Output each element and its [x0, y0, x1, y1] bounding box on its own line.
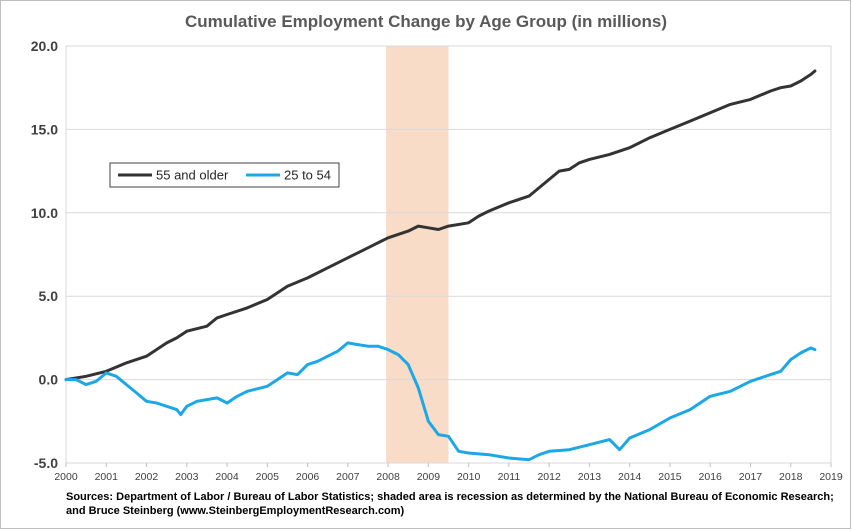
- y-tick-label: 0.0: [39, 372, 59, 388]
- x-tick-label: 2015: [658, 471, 682, 483]
- series-line-55-and-older: [64, 69, 817, 382]
- x-tick-label: 2011: [498, 471, 521, 483]
- gridlines: [66, 45, 831, 381]
- x-tick-label: 2014: [618, 471, 642, 483]
- source-footnote: Sources: Department of Labor / Bureau of…: [66, 490, 846, 518]
- x-tick-label: 2007: [336, 471, 360, 483]
- x-tick-label: 2017: [739, 471, 763, 483]
- x-tick-label: 2003: [175, 471, 199, 483]
- footnote-line-1: Sources: Department of Labor / Bureau of…: [66, 491, 834, 503]
- y-tick-label: -5.0: [34, 455, 58, 471]
- x-tick-label: 2001: [95, 471, 119, 483]
- y-tick-label: 20.0: [31, 38, 58, 54]
- recession-shading-layer: [386, 46, 449, 463]
- x-tick-label: 2019: [819, 471, 843, 483]
- x-tick-label: 2016: [699, 471, 723, 483]
- x-tick-label: 2012: [537, 471, 561, 483]
- x-tick-label: 2013: [578, 471, 602, 483]
- y-tick-label: 10.0: [31, 205, 58, 221]
- legend-label-25-to-54: 25 to 54: [284, 168, 331, 183]
- x-tick-label: 2009: [417, 471, 441, 483]
- x-tick-label: 2010: [457, 471, 481, 483]
- x-tick-label: 2005: [256, 471, 280, 483]
- x-tick-label: 2006: [296, 471, 320, 483]
- x-tick-label: 2000: [54, 471, 78, 483]
- recession-shading: [386, 46, 449, 463]
- chart-title: Cumulative Employment Change by Age Grou…: [185, 12, 667, 31]
- x-tick-label: 2008: [376, 471, 400, 483]
- legend-label-55-and-older: 55 and older: [156, 168, 229, 183]
- series-line-25-to-54: [64, 341, 817, 462]
- legend: 55 and older 25 to 54: [109, 162, 340, 188]
- footnote-line-2: and Bruce Steinberg (www.SteinbergEmploy…: [66, 505, 405, 517]
- y-tick-label: 5.0: [39, 288, 59, 304]
- x-tick-label: 2018: [779, 471, 803, 483]
- y-tick-label: 15.0: [31, 121, 58, 137]
- x-tick-label: 2004: [215, 471, 239, 483]
- series-lines: [64, 69, 817, 462]
- x-tick-label: 2002: [135, 471, 159, 483]
